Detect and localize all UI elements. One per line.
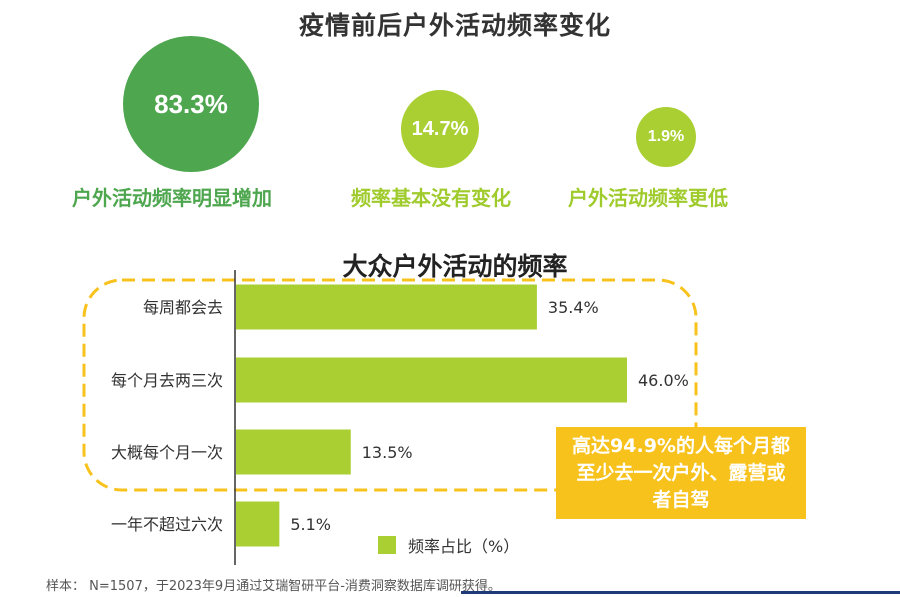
footnote: 样本： N=1507，于2023年9月通过艾瑞智研平台-消费洞察数据库调研获得。 [46,579,501,594]
bar-1 [236,357,627,403]
category-label-3: 一年不超过六次 [111,515,223,534]
category-label-2: 大概每个月一次 [111,443,223,462]
circle-label-no-change: 频率基本没有变化 [351,186,511,210]
bar-2 [236,429,351,475]
circle-lower: 1.9% [636,107,696,167]
value-label-0: 35.4% [548,298,599,317]
value-label-1: 46.0% [638,371,689,390]
bottom-accent-line [461,591,900,594]
top-title: 疫情前后户外活动频率变化 [298,11,611,40]
bar-0 [236,284,537,330]
bar-3 [236,501,280,547]
callout-text: 高达94.9%的人每个月都至少去一次户外、露营或者自驾 [572,434,790,511]
category-label-0: 每周都会去 [143,298,223,317]
value-label-2: 13.5% [362,443,413,462]
legend-swatch [378,536,396,554]
circle-label-increase: 户外活动频率明显增加 [72,186,272,210]
chart-title: 大众户外活动的频率 [342,252,568,281]
circle-increase: 83.3% [123,36,259,172]
legend: 频率占比（%） [378,533,519,557]
legend-label: 频率占比（%） [408,537,520,556]
circle-no-change: 14.7% [401,90,479,168]
highlight-dashed-box [82,278,698,492]
circle-label-lower: 户外活动频率更低 [568,186,728,210]
category-label-1: 每个月去两三次 [111,371,223,390]
callout-box: 高达94.9%的人每个月都至少去一次户外、露营或者自驾 [556,427,806,519]
value-label-3: 5.1% [290,515,331,534]
